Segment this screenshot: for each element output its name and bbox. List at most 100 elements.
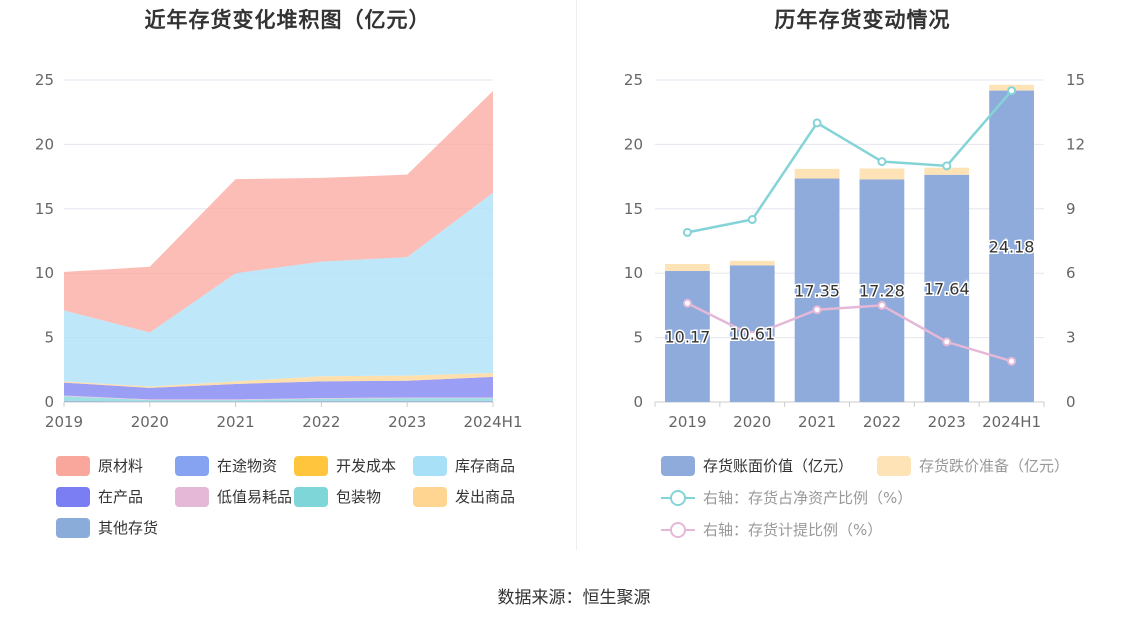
bar-impairment [859,168,905,180]
data-source: 数据来源：恒生聚源 [497,588,651,608]
bar-impairment [729,260,775,266]
legend-item[interactable]: 右轴：存货计提比例（%） [661,519,882,540]
legend-item[interactable]: 存货跌价准备（亿元） [877,455,1069,476]
right-legend: 存货账面价值（亿元） 存货跌价准备（亿元） 右轴：存货占净资产比例（%） 右轴：存货计… [577,450,1148,550]
bar-value-label: 17.64 [924,279,970,298]
legend-label: 原材料 [98,457,144,475]
line-ratio-net-assets [687,89,1013,234]
bar-book-value [989,90,1034,403]
line-point [682,298,692,308]
line-point [1007,86,1017,96]
legend-swatch [56,517,90,538]
legend-label: 发出商品 [455,488,516,506]
bar-value-label: 24.18 [989,237,1035,256]
x-tick-label: 2021 [217,413,255,431]
y2-tick-label: 12 [1066,135,1085,153]
legend-label: 存货跌价准备（亿元） [919,457,1070,475]
line-point [747,215,757,225]
legend-item[interactable]: 其他存货 [56,517,158,538]
legend-label: 右轴：存货计提比例（%） [703,521,883,539]
y-tick-label: 5 [633,329,643,347]
area-在产品 [64,376,493,400]
legend-item[interactable]: 存货账面价值（亿元） [661,455,853,476]
legend-swatch [175,486,209,507]
right-chart-title: 历年存货变动情况 [774,8,951,32]
bar-value-label: 17.28 [859,282,905,301]
legend-item[interactable]: 低值易耗品 [175,486,292,507]
line-point [942,161,952,171]
legend-swatch [413,455,447,476]
legend-label: 其他存货 [98,519,159,537]
stacked-area-panel: 近年存货变化堆积图（亿元） 0 5 10 15 20 25 2019 2020 2021 2022… [0,0,575,550]
legend-item[interactable]: 在途物资 [175,455,277,476]
legend-marker [670,521,686,538]
x-tick-label: 2020 [733,413,771,431]
bar-line-chart: 0 5 10 15 20 25 0 3 6 9 12 15 2019 2020 2021 2022 2023 20… [624,71,1085,431]
legend-swatch [413,486,447,507]
y-tick-label: 20 [624,135,643,153]
bar-impairment [665,263,710,272]
left-chart-title: 近年存货变化堆积图（亿元） [144,8,431,32]
legend-label: 在产品 [98,488,144,506]
y-tick-label: 0 [633,393,643,411]
legend-item[interactable]: 库存商品 [413,455,515,476]
y-tick-label: 0 [44,393,54,411]
legend-label: 存货账面价值（亿元） [703,457,854,475]
bar-impairment [794,168,840,179]
x-tick-label: 2023 [928,413,966,431]
legend-swatch [294,486,328,507]
legend-swatch [661,455,695,476]
legend-swatch [877,455,911,476]
legend-label: 右轴：存货占净资产比例（%） [703,489,913,507]
legend-item[interactable]: 原材料 [56,455,143,476]
line-point [1007,356,1017,366]
left-legend: 原材料 在途物资 开发成本 库存商品在产品 低值易耗品 包装物 发出商品其他存货 [0,450,575,550]
line-point [682,227,692,237]
legend-label: 库存商品 [455,457,516,475]
line-point [942,337,952,347]
legend-swatch [175,455,209,476]
legend-item[interactable]: 发出商品 [413,486,515,507]
line-point [877,300,887,310]
y-tick-label: 25 [624,71,643,89]
legend-item[interactable]: 包装物 [294,486,381,507]
area-库存商品 [64,192,493,387]
x-tick-label: 2019 [45,413,83,431]
legend-item[interactable]: 在产品 [56,486,143,507]
bar-book-value [924,174,970,402]
legend-item[interactable]: 开发成本 [294,455,396,476]
legend-item[interactable]: 右轴：存货占净资产比例（%） [661,487,912,508]
y2-tick-label: 9 [1066,200,1076,218]
legend-swatch [661,488,695,508]
bar-value-label: 10.61 [729,325,775,344]
legend-label: 低值易耗品 [217,488,293,506]
y-tick-label: 15 [35,200,54,218]
y2-tick-label: 3 [1066,329,1076,347]
legend-swatch [56,486,90,507]
line-point [812,118,822,128]
y-tick-label: 20 [35,135,54,153]
y-tick-label: 5 [44,329,54,347]
area-其他存货 [64,400,493,402]
x-tick-label: 2022 [302,413,340,431]
x-tick-label: 2019 [668,413,706,431]
bar-value-label: 17.35 [794,281,840,300]
legend-swatch [56,455,90,476]
area-低值易耗品 [64,395,493,401]
bar-line-panel: 历年存货变动情况 0 5 10 15 20 25 0 3 6 9 12 15 2019 2020 2021 2… [577,0,1148,550]
area-原材料 [64,90,493,333]
line-provision-ratio [686,302,1012,363]
legend-swatch [294,455,328,476]
y-tick-label: 10 [35,264,54,282]
y2-tick-label: 6 [1066,264,1076,282]
bar-impairment [924,167,970,175]
x-tick-label: 2021 [798,413,836,431]
legend-label: 包装物 [336,488,382,506]
x-tick-label: 2023 [388,413,426,431]
bar-book-value [665,271,710,402]
line-point [747,330,757,340]
bar-value-label: 10.17 [665,328,711,347]
y-tick-label: 15 [624,200,643,218]
legend-label: 在途物资 [217,457,278,475]
bar-book-value [859,179,905,402]
